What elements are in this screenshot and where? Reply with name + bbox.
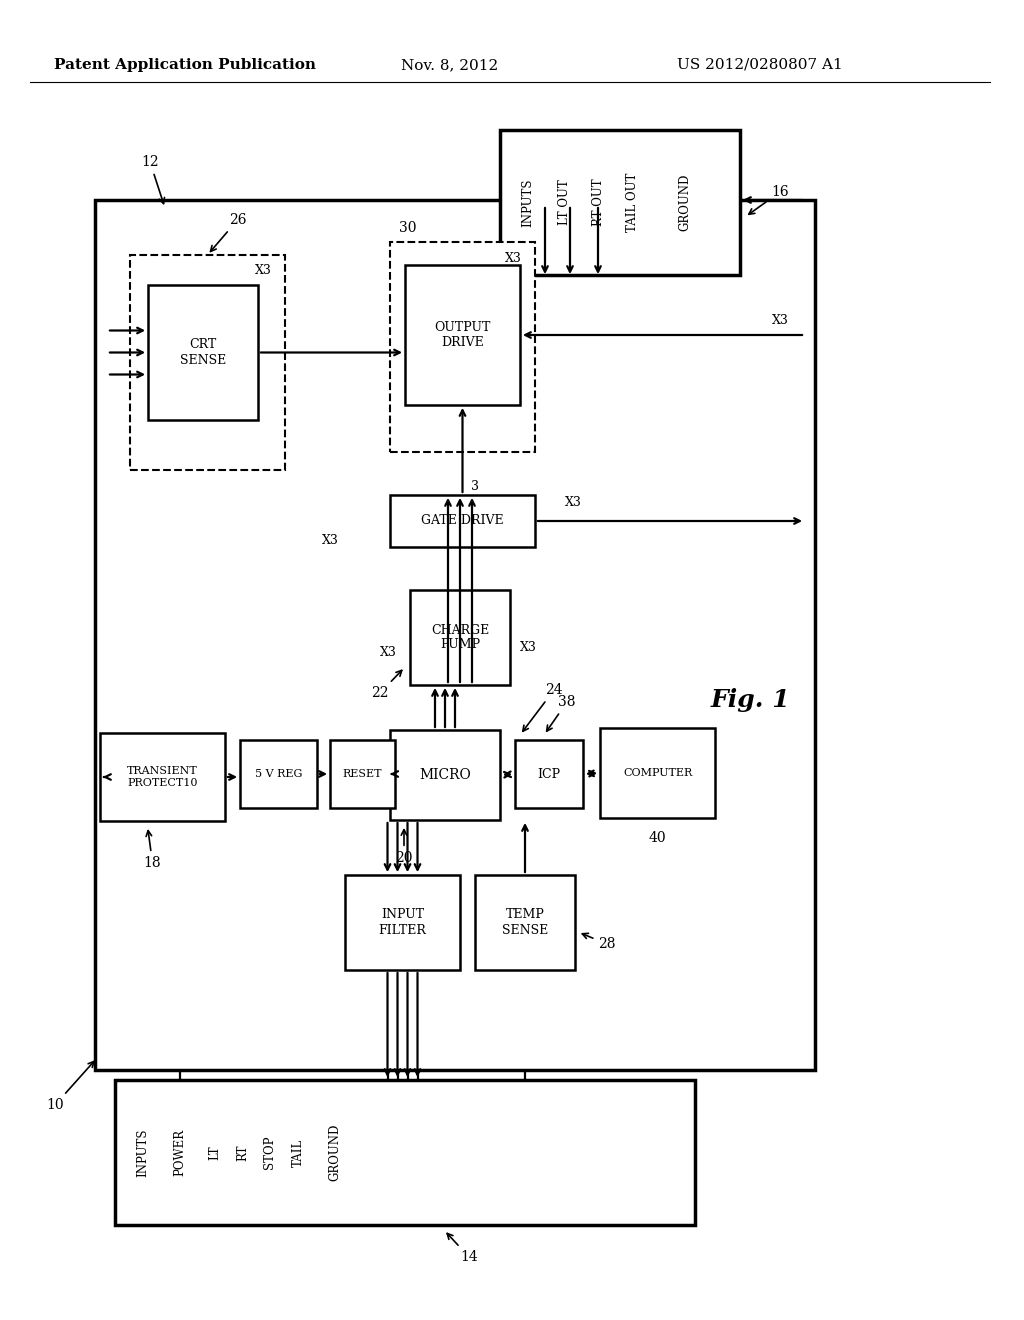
Text: MICRO: MICRO (419, 768, 471, 781)
Text: X3: X3 (255, 264, 271, 277)
Text: RT: RT (237, 1144, 250, 1160)
Text: 28: 28 (583, 933, 615, 950)
Bar (500, 129, 740, 275)
Text: 3: 3 (470, 480, 478, 494)
Bar (130, 255, 285, 470)
Text: Patent Application Publication: Patent Application Publication (54, 58, 316, 73)
Bar (390, 730, 500, 820)
Text: US 2012/0280807 A1: US 2012/0280807 A1 (677, 58, 843, 73)
Text: 16: 16 (749, 185, 788, 214)
Bar (390, 495, 535, 546)
Text: TAIL OUT: TAIL OUT (627, 173, 640, 232)
Text: 20: 20 (395, 830, 413, 865)
Text: X3: X3 (771, 314, 788, 327)
Text: TAIL: TAIL (292, 1138, 304, 1167)
Text: INPUTS: INPUTS (136, 1129, 150, 1176)
Bar (600, 729, 715, 818)
Text: 40: 40 (648, 832, 667, 845)
Bar (148, 285, 258, 420)
Text: RESET: RESET (343, 770, 382, 779)
Text: X3: X3 (564, 496, 582, 510)
Bar (390, 242, 535, 451)
Text: CHARGE
PUMP: CHARGE PUMP (431, 623, 489, 652)
Text: 30: 30 (399, 220, 417, 235)
Text: 12: 12 (141, 154, 165, 203)
Bar (515, 741, 583, 808)
Text: 10: 10 (46, 1061, 94, 1111)
Bar (240, 741, 317, 808)
Text: X3: X3 (505, 252, 521, 264)
Text: LT: LT (209, 1146, 221, 1160)
Text: TEMP
SENSE: TEMP SENSE (502, 908, 548, 936)
Text: TRANSIENT
PROTECT10: TRANSIENT PROTECT10 (127, 766, 198, 788)
Text: Fig. 1: Fig. 1 (711, 688, 790, 711)
Text: 38: 38 (547, 696, 575, 731)
Text: OUTPUT
DRIVE: OUTPUT DRIVE (434, 321, 490, 348)
Text: GROUND: GROUND (329, 1123, 341, 1181)
Text: 24: 24 (523, 682, 563, 731)
Bar (345, 875, 460, 970)
Text: X3: X3 (380, 645, 396, 659)
Bar (95, 201, 815, 1071)
Text: POWER: POWER (173, 1129, 186, 1176)
Text: CRT
SENSE: CRT SENSE (180, 338, 226, 367)
Bar (410, 590, 510, 685)
Text: 26: 26 (211, 213, 246, 252)
Text: X3: X3 (519, 642, 537, 653)
Text: INPUTS: INPUTS (521, 178, 535, 227)
Text: 22: 22 (372, 671, 401, 700)
Text: X3: X3 (322, 535, 339, 548)
Bar (100, 733, 225, 821)
Text: GATE DRIVE: GATE DRIVE (421, 515, 504, 528)
Text: COMPUTER: COMPUTER (623, 768, 692, 777)
Text: LT OUT: LT OUT (558, 180, 571, 226)
Text: INPUT
FILTER: INPUT FILTER (379, 908, 426, 936)
Bar (406, 265, 520, 405)
Text: RT OUT: RT OUT (592, 178, 604, 226)
Text: STOP: STOP (263, 1135, 276, 1170)
Text: 14: 14 (447, 1233, 478, 1265)
Text: ICP: ICP (538, 767, 560, 780)
Bar (115, 1080, 695, 1225)
Text: 18: 18 (143, 830, 162, 870)
Bar (330, 741, 395, 808)
Text: Nov. 8, 2012: Nov. 8, 2012 (401, 58, 499, 73)
Text: 5 V REG: 5 V REG (255, 770, 302, 779)
Text: GROUND: GROUND (679, 174, 691, 231)
Bar (475, 875, 575, 970)
